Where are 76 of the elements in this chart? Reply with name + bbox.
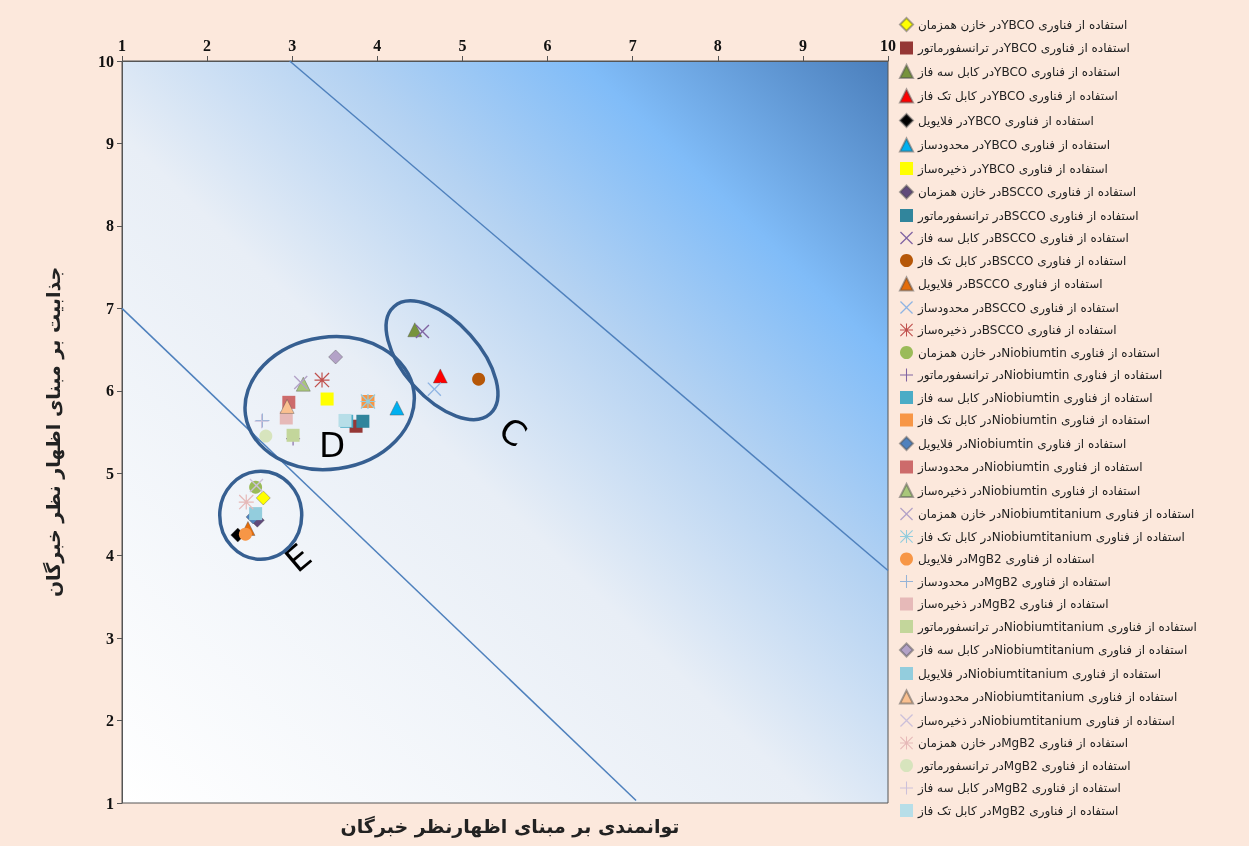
legend-label: استفاده از فناوری Niobiumtinدر کابل تک فاز [917, 413, 1151, 428]
legend-label: استفاده از فناوری MgB2در ذخیره‌ساز [917, 597, 1109, 612]
x-axis-title: توانمندی بر مبنای اظهارنظر خبرگان [340, 814, 680, 838]
x-tick-label: 5 [458, 36, 467, 54]
y-tick-label: 3 [106, 629, 114, 647]
y-tick-label: 4 [106, 547, 114, 565]
legend-label: استفاده از فناوری Niobiumtinدر ترانسفورماتور [917, 368, 1163, 383]
legend-label: استفاده از فناوری Niobiumtitaniumدر فلایویل [918, 666, 1161, 682]
legend-label: استفاده از فناوری Niobiumtitaniumدر کابل تک فاز [917, 529, 1185, 545]
x-tick-label: 3 [288, 36, 297, 54]
legend-label: استفاده از فناوری Niobiumtitaniumدر محدودساز [917, 690, 1178, 705]
point [320, 392, 334, 406]
legend-label: استفاده از فناوری Niobiumtitaniumدر ذخیره‌ساز [917, 713, 1175, 729]
y-axis-title: جذابیت بر مبنای اظهار نظر خبرگان [41, 266, 65, 598]
legend-label: استفاده از فناوری YBCOدر کابل سه فاز [917, 64, 1121, 80]
x-tick-label: 10 [880, 36, 896, 54]
y-tick-label: 7 [106, 299, 114, 317]
point [356, 414, 370, 428]
legend-label: استفاده از فناوری MgB2در ترانسفورماتور [917, 758, 1131, 774]
legend-label: استفاده از فناوری YBCOدر ترانسفورماتور [917, 41, 1130, 56]
point [472, 372, 486, 386]
y-tick-label: 10 [98, 52, 114, 70]
legend-label: استفاده از فناوری BSCCOدر کابل تک فاز [917, 253, 1127, 269]
point [432, 368, 448, 384]
legend-label: استفاده از فناوری BSCCOدر ذخیره‌ساز [917, 323, 1117, 338]
legend-label: استفاده از فناوری MgB2در کابل سه فاز [917, 781, 1121, 796]
point [238, 527, 252, 541]
legend-label: استفاده از فناوری BSCCOدر محدودساز [917, 300, 1119, 316]
y-tick-label: 9 [106, 134, 114, 152]
x-tick-label: 1 [118, 36, 126, 54]
legend-label: استفاده از فناوری BSCCOدر ترانسفورماتور [917, 208, 1139, 224]
legend-label: استفاده از فناوری MgB2در کابل تک فاز [917, 803, 1119, 819]
annotation: C [491, 408, 535, 456]
x-tick-label: 6 [543, 36, 552, 54]
point [249, 507, 263, 521]
legend-label: استفاده از فناوری MgB2در فلایویل [918, 552, 1095, 567]
point [328, 349, 344, 365]
point [255, 490, 271, 506]
point [427, 382, 442, 397]
legend-label: استفاده از فناوری MgB2در خازن همزمان [918, 736, 1129, 751]
legend-label: استفاده از فناوری YBCOدر کابل تک فاز [917, 89, 1118, 104]
x-tick-label: 8 [713, 36, 722, 54]
y-tick-label: 1 [106, 794, 114, 812]
y-tick-label: 2 [106, 712, 114, 730]
legend-label: استفاده از فناوری BSCCOدر کابل سه فاز [917, 231, 1129, 246]
legend-label: استفاده از فناوری YBCOدر ذخیره‌ساز [917, 161, 1108, 177]
annotation: E [276, 535, 320, 581]
point [238, 494, 254, 510]
point [407, 322, 423, 338]
point [389, 400, 405, 416]
x-tick-label: 2 [203, 36, 212, 54]
y-tick-label: 8 [106, 217, 114, 235]
legend-label: استفاده از فناوری BSCCOدر خازن همزمان [918, 185, 1137, 200]
legend-label: استفاده از فناوری BSCCOدر فلایویل [918, 277, 1103, 292]
legend-label: استفاده از فناوری Niobiumtinدر ذخیره‌ساز [917, 483, 1141, 499]
y-tick-label: 6 [106, 382, 114, 400]
legend-label: استفاده از فناوری YBCOدر محدودساز [917, 138, 1111, 153]
point [259, 429, 273, 443]
point [279, 399, 295, 414]
legend-label: استفاده از فناوری Niobiumtinدر فلایویل [918, 436, 1127, 452]
legend-label: استفاده از فناوری YBCOدر خازن همزمان [918, 17, 1128, 33]
legend-label: استفاده از فناوری Niobiumtitaniumدر خازن همزمان [918, 507, 1195, 522]
legend-label: استفاده از فناوری Niobiumtitaniumدر ترانسفورماتور [917, 619, 1197, 635]
x-tick-label: 4 [373, 36, 382, 54]
legend-label: استفاده از فناوری Niobiumtinدر کابل سه فاز [917, 390, 1153, 406]
point [314, 372, 330, 388]
y-tick-label: 5 [106, 464, 114, 482]
legend-label: استفاده از فناوری MgB2در محدودساز [917, 574, 1111, 590]
point [286, 428, 300, 442]
legend-label: استفاده از فناوری Niobiumtinدر محدودساز [917, 460, 1143, 475]
legend-label: استفاده از فناوری Niobiumtinدر خازن همزمان [918, 345, 1160, 361]
x-tick-label: 9 [798, 36, 807, 54]
legend-label: استفاده از فناوری Niobiumtitaniumدر کابل سه فاز [917, 643, 1188, 658]
annotation: D [318, 425, 346, 465]
legend-label: استفاده از فناوری YBCOدر فلایویل [918, 113, 1094, 129]
x-tick-label: 7 [628, 36, 637, 54]
